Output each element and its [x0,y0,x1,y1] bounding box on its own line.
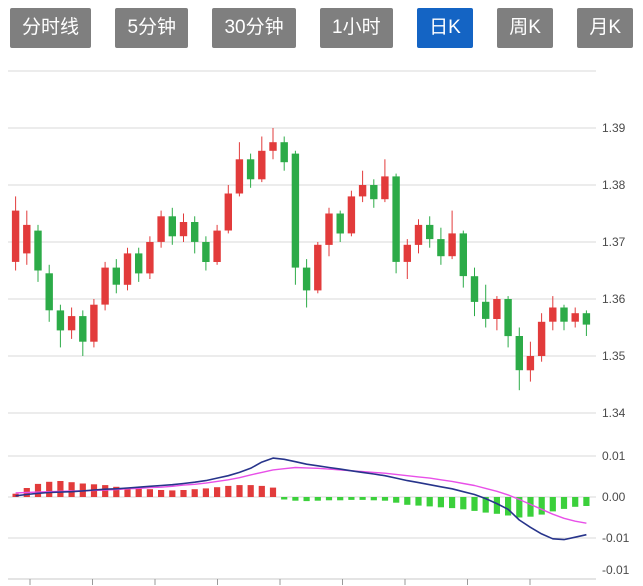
dea-line [15,466,587,524]
diff-line [15,457,587,541]
tab-daily-k[interactable]: 日K [417,8,473,48]
macd-histogram [12,481,590,518]
timeframe-tabbar: 分时线 5分钟 30分钟 1小时 日K 周K 月K [0,8,643,48]
candles-layer [11,128,591,391]
tab-30min[interactable]: 30分钟 [212,8,296,48]
tab-weekly-k[interactable]: 周K [497,8,553,48]
tab-1hour[interactable]: 1小时 [320,8,393,48]
grid-lines [8,70,596,585]
tab-5min[interactable]: 5分钟 [115,8,189,48]
tab-time-line[interactable]: 分时线 [10,8,92,48]
tab-monthly-k[interactable]: 月K [577,8,633,48]
